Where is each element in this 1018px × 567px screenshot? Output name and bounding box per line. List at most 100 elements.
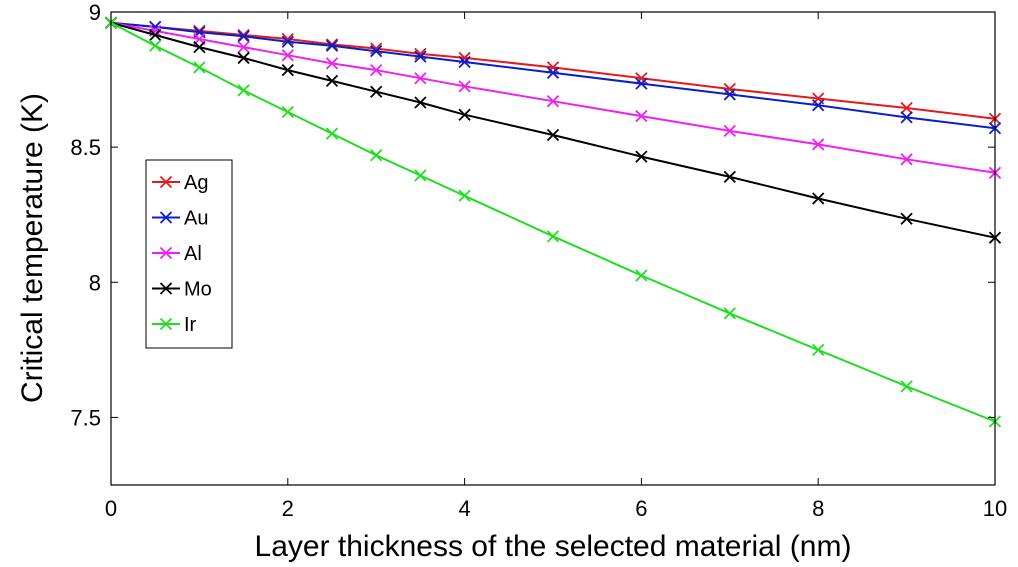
data-point-al bbox=[635, 109, 648, 123]
marker-stroke bbox=[281, 49, 294, 62]
legend-item-ag: Ag bbox=[152, 172, 208, 194]
data-point-mo bbox=[237, 51, 250, 65]
data-point-mo bbox=[149, 28, 162, 42]
marker-stroke bbox=[723, 307, 736, 320]
marker-stroke bbox=[635, 72, 648, 85]
marker-stroke bbox=[370, 85, 383, 98]
ticks-layer: 0 2 4 6 8 10 7.5 8 8.5 9 bbox=[70, 0, 1007, 521]
legend-label: Ir bbox=[184, 314, 197, 336]
data-point-ir bbox=[370, 149, 383, 162]
marker-stroke bbox=[370, 149, 383, 162]
marker-stroke bbox=[458, 108, 471, 121]
data-point-mo bbox=[325, 74, 339, 88]
marker-stroke bbox=[723, 170, 736, 184]
data-point-au bbox=[458, 55, 471, 69]
data-point-au bbox=[635, 77, 648, 90]
data-point-ir bbox=[546, 230, 560, 243]
x-tick-label: 8 bbox=[812, 496, 824, 521]
data-point-au bbox=[237, 30, 250, 43]
data-point-mo bbox=[193, 41, 206, 54]
data-point-ir bbox=[414, 169, 427, 182]
marker-stroke bbox=[812, 192, 825, 205]
legend-marker bbox=[159, 175, 173, 189]
marker-stroke bbox=[458, 189, 471, 202]
legend-marker bbox=[159, 317, 173, 331]
data-point-mo bbox=[723, 170, 736, 184]
data-point-ir bbox=[635, 269, 648, 282]
data-point-au bbox=[414, 50, 427, 63]
data-point-ir bbox=[237, 84, 250, 97]
marker-stroke bbox=[414, 96, 427, 109]
data-point-ir bbox=[458, 189, 471, 202]
y-axis-label: Critical temperature (K) bbox=[16, 93, 49, 403]
marker-stroke bbox=[635, 109, 648, 123]
marker-stroke bbox=[237, 51, 250, 65]
x-tick-label: 4 bbox=[458, 496, 470, 521]
data-point-ir bbox=[723, 307, 736, 320]
legend-label: Ag bbox=[184, 172, 208, 194]
legend-item-al: Al bbox=[152, 243, 202, 265]
marker-stroke bbox=[281, 32, 294, 46]
data-point-au bbox=[900, 111, 913, 124]
marker-stroke bbox=[237, 28, 250, 42]
data-point-al bbox=[812, 138, 825, 151]
marker-stroke bbox=[812, 99, 825, 112]
legend-marker bbox=[159, 246, 173, 260]
marker-stroke bbox=[370, 45, 383, 58]
marker-stroke bbox=[635, 77, 648, 90]
marker-stroke bbox=[546, 61, 560, 74]
x-tick-label: 10 bbox=[983, 496, 1007, 521]
data-point-ir bbox=[193, 61, 206, 74]
data-point-au bbox=[723, 88, 736, 101]
marker-stroke bbox=[325, 39, 339, 52]
marker-stroke bbox=[370, 63, 383, 77]
marker-stroke bbox=[414, 169, 427, 182]
data-point-mo bbox=[812, 192, 825, 205]
marker-stroke bbox=[149, 39, 162, 52]
marker-stroke bbox=[325, 74, 339, 88]
data-point-mo bbox=[281, 63, 294, 77]
y-tick-label: 8 bbox=[89, 270, 101, 295]
x-tick-label: 6 bbox=[635, 496, 647, 521]
data-point-mo bbox=[546, 128, 560, 142]
data-point-al bbox=[723, 124, 736, 138]
data-point-al bbox=[281, 49, 294, 62]
marker-stroke bbox=[325, 127, 339, 140]
marker-stroke bbox=[458, 55, 471, 69]
legend-label: Al bbox=[184, 243, 202, 265]
data-point-ag bbox=[723, 82, 736, 96]
marker-stroke bbox=[900, 153, 913, 166]
data-point-ag bbox=[546, 61, 560, 74]
series-ir bbox=[104, 16, 1002, 428]
marker-stroke bbox=[635, 150, 648, 163]
marker-stroke bbox=[414, 50, 427, 63]
y-tick-label: 9 bbox=[89, 0, 101, 25]
legend-marker bbox=[159, 211, 173, 224]
data-point-mo bbox=[900, 212, 913, 225]
data-point-al bbox=[325, 57, 339, 70]
legend-item-ir: Ir bbox=[152, 314, 197, 336]
marker-stroke bbox=[281, 35, 294, 48]
data-point-au bbox=[546, 66, 560, 79]
x-axis-label: Layer thickness of the selected material… bbox=[255, 530, 852, 563]
marker-stroke bbox=[193, 61, 206, 74]
data-point-au bbox=[812, 99, 825, 112]
data-point-ag bbox=[900, 101, 913, 115]
data-point-al bbox=[458, 80, 471, 93]
marker-stroke bbox=[900, 212, 913, 225]
marker-stroke bbox=[723, 124, 736, 138]
data-point-al bbox=[546, 95, 560, 108]
marker-stroke bbox=[812, 138, 825, 151]
data-point-al bbox=[370, 63, 383, 77]
y-tick-label: 7.5 bbox=[70, 405, 101, 430]
marker-stroke bbox=[546, 230, 560, 243]
marker-stroke bbox=[237, 41, 250, 54]
marker-stroke bbox=[635, 269, 648, 282]
marker-stroke bbox=[900, 101, 913, 115]
data-point-mo bbox=[370, 85, 383, 98]
legend: Ag Au Al Mo Ir bbox=[145, 159, 233, 349]
data-point-al bbox=[237, 41, 250, 54]
data-point-au bbox=[281, 35, 294, 48]
series-au bbox=[104, 16, 1002, 135]
